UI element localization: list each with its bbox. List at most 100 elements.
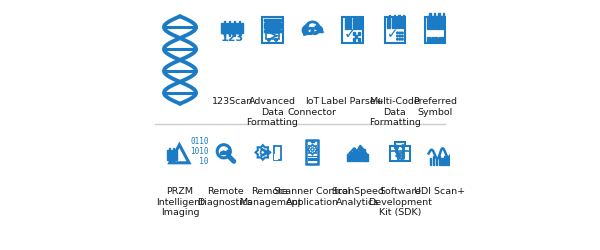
Bar	[427, 16, 428, 30]
Bar	[434, 37, 435, 42]
Bar	[173, 148, 175, 162]
Circle shape	[399, 32, 401, 34]
Bar	[356, 151, 358, 161]
Bar	[439, 13, 440, 30]
Bar	[389, 15, 391, 28]
Bar	[171, 150, 172, 160]
Circle shape	[401, 145, 404, 148]
Bar	[434, 13, 435, 30]
Bar	[431, 16, 433, 30]
Bar	[221, 23, 223, 33]
Bar	[353, 18, 354, 29]
Bar	[353, 32, 355, 35]
Bar	[347, 18, 349, 29]
Bar	[223, 151, 224, 154]
Bar	[394, 15, 395, 28]
Text: Preferred
Symbol: Preferred Symbol	[413, 98, 457, 117]
Bar	[447, 158, 449, 165]
Bar	[401, 18, 402, 28]
FancyBboxPatch shape	[274, 154, 278, 160]
Bar	[358, 18, 359, 29]
Bar	[345, 18, 346, 29]
Bar	[312, 28, 313, 34]
Text: Remote
Diagnostics: Remote Diagnostics	[197, 188, 253, 207]
Bar	[355, 35, 358, 38]
Bar	[175, 150, 176, 160]
Bar	[403, 15, 404, 28]
Bar	[220, 152, 222, 154]
Bar	[430, 13, 431, 30]
Bar	[441, 37, 442, 42]
Text: ✓: ✓	[387, 27, 398, 41]
Circle shape	[401, 38, 403, 40]
Bar	[358, 32, 360, 35]
Bar	[360, 18, 362, 29]
Bar	[445, 156, 446, 165]
Circle shape	[397, 38, 398, 40]
Text: 0110
1010
  10: 0110 1010 10	[190, 136, 209, 166]
Bar	[396, 18, 397, 28]
Text: Label Parse+: Label Parse+	[321, 98, 384, 106]
Circle shape	[275, 39, 277, 41]
Circle shape	[397, 32, 398, 34]
Bar	[169, 148, 170, 162]
Bar	[358, 38, 360, 41]
Circle shape	[399, 35, 401, 37]
Bar	[398, 15, 400, 28]
Bar	[427, 37, 428, 42]
Text: 123Scan: 123Scan	[212, 98, 253, 106]
Bar	[433, 156, 434, 165]
Bar	[167, 150, 168, 160]
Bar	[437, 37, 439, 42]
Bar	[436, 158, 437, 165]
Bar	[353, 38, 355, 41]
Text: UDI Scan+: UDI Scan+	[415, 188, 466, 196]
Bar	[362, 150, 365, 161]
Text: ScanSpeed
Analytics: ScanSpeed Analytics	[331, 188, 384, 207]
Circle shape	[268, 39, 270, 41]
Bar	[353, 148, 355, 161]
Bar	[350, 152, 352, 161]
Bar	[311, 141, 314, 142]
Bar	[231, 23, 233, 33]
Circle shape	[401, 32, 403, 34]
Text: Multi-Code
Data
Formatting: Multi-Code Data Formatting	[369, 98, 421, 127]
Bar	[350, 18, 352, 29]
Text: ✓: ✓	[432, 15, 444, 29]
Bar	[226, 23, 227, 33]
Bar	[439, 37, 440, 42]
Bar	[439, 156, 440, 165]
Bar	[225, 152, 227, 154]
Text: Advanced
Data
Formatting: Advanced Data Formatting	[247, 98, 298, 127]
Circle shape	[397, 35, 398, 37]
Bar	[347, 155, 349, 161]
Bar	[241, 23, 242, 33]
Bar	[436, 37, 437, 42]
Text: Remote
Management: Remote Management	[239, 188, 301, 207]
Text: 123: 123	[221, 33, 244, 43]
Circle shape	[401, 35, 403, 37]
Bar	[236, 23, 238, 33]
Bar	[450, 156, 452, 165]
Circle shape	[399, 38, 401, 40]
Bar	[392, 18, 393, 28]
Bar	[430, 158, 431, 165]
Bar	[227, 150, 229, 154]
Text: Scanner Control
Application: Scanner Control Application	[274, 188, 350, 207]
Bar	[224, 21, 225, 36]
Bar	[234, 21, 235, 36]
Bar	[436, 16, 437, 30]
Text: Software
Development
Kit (SDK): Software Development Kit (SDK)	[368, 188, 432, 217]
Bar	[387, 18, 388, 28]
Bar	[239, 21, 240, 36]
Bar	[440, 16, 442, 30]
Bar	[442, 158, 443, 165]
Bar	[355, 18, 356, 29]
Text: ✓: ✓	[344, 26, 356, 41]
Bar	[365, 154, 368, 161]
Bar	[229, 21, 230, 36]
Bar	[443, 13, 444, 30]
Text: IoT
Connector: IoT Connector	[288, 98, 337, 117]
Bar	[359, 146, 361, 161]
Text: PRZM
Intelligent
Imaging: PRZM Intelligent Imaging	[156, 188, 204, 217]
